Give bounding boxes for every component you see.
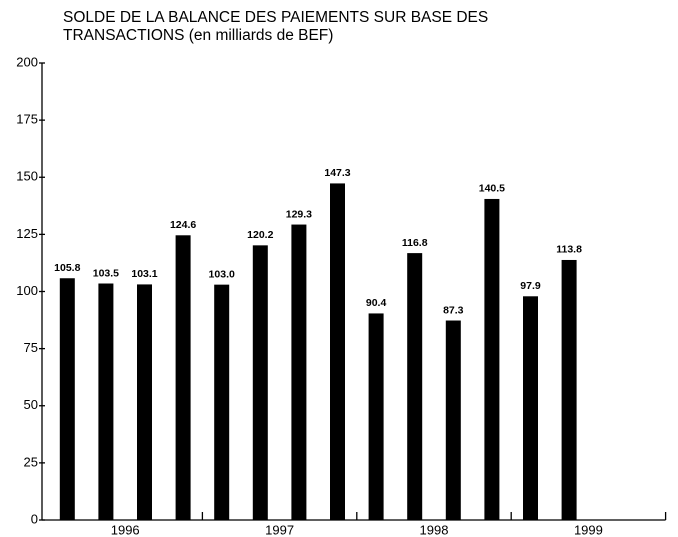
y-tick-label: 50: [24, 397, 38, 412]
x-group-label: 1996: [111, 522, 140, 537]
y-tick-label: 150: [16, 169, 38, 184]
value-label: 103.0: [209, 268, 235, 280]
y-tick-label: 100: [16, 283, 38, 298]
bar: [214, 284, 230, 520]
value-label: 87.3: [443, 304, 464, 316]
value-label: 140.5: [479, 183, 505, 195]
bar: [330, 183, 345, 520]
value-label: 103.5: [93, 267, 119, 279]
value-label: 116.8: [402, 237, 428, 249]
bar: [291, 224, 307, 520]
x-group-label: 1997: [265, 522, 294, 537]
y-tick-label: 0: [31, 511, 38, 526]
bar: [523, 296, 538, 520]
y-tick-label: 25: [24, 454, 38, 469]
value-label: 120.2: [247, 229, 273, 241]
value-label: 147.3: [324, 167, 350, 179]
bar: [175, 235, 191, 520]
bar: [484, 198, 500, 520]
y-tick-label: 125: [16, 226, 38, 241]
y-tick-label: 175: [16, 112, 38, 127]
value-label: 97.9: [520, 280, 541, 292]
chart-title: SOLDE DE LA BALANCE DES PAIEMENTS SUR BA…: [63, 9, 489, 44]
value-label: 90.4: [366, 297, 387, 309]
bar: [98, 283, 114, 520]
value-label: 113.8: [556, 244, 582, 256]
y-tick-label: 200: [16, 54, 38, 69]
bar: [59, 278, 75, 520]
y-tick-label: 75: [24, 340, 38, 355]
value-label: 124.6: [170, 219, 196, 231]
bar: [252, 245, 268, 520]
x-group-label: 1998: [420, 522, 449, 537]
bar: [445, 320, 461, 520]
bar: [368, 313, 384, 520]
value-label: 129.3: [286, 208, 312, 220]
value-label: 105.8: [54, 262, 80, 274]
x-group-label: 1999: [574, 522, 603, 537]
bar: [407, 253, 423, 520]
value-label: 103.1: [131, 268, 157, 280]
bar: [561, 259, 577, 520]
bar: [137, 284, 152, 520]
